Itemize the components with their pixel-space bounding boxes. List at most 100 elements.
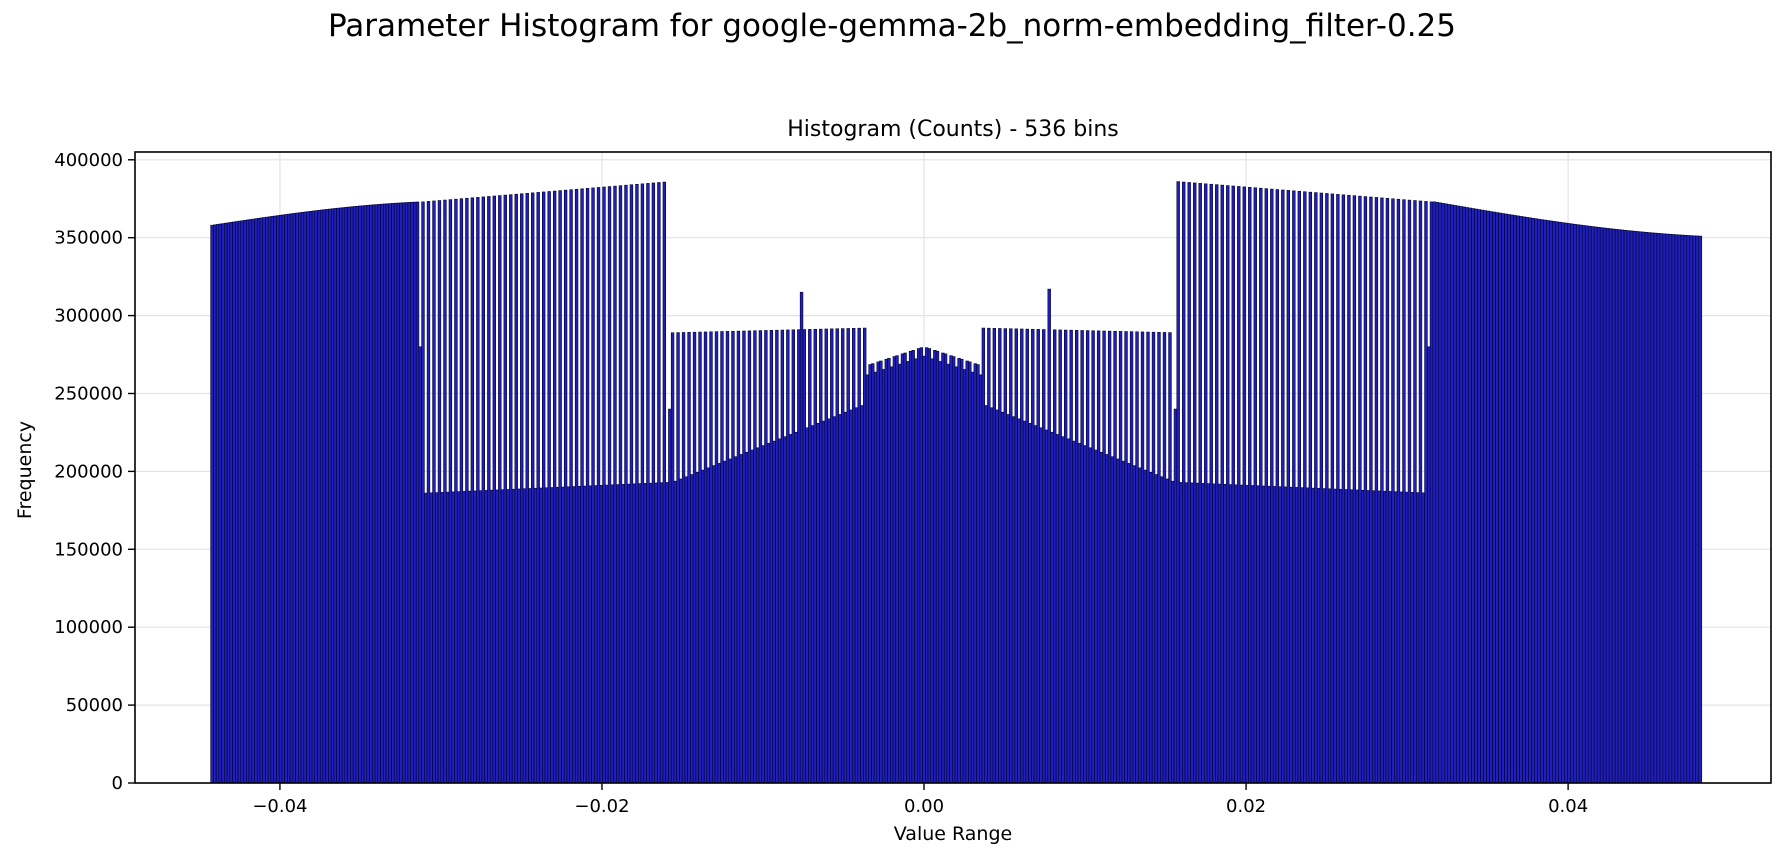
histogram-bar (561, 486, 565, 784)
histogram-bar (758, 330, 763, 784)
histogram-bar (563, 189, 568, 784)
histogram-bar (1259, 187, 1263, 784)
histogram-bar (898, 363, 902, 784)
histogram-bar (995, 409, 999, 784)
histogram-bar (572, 486, 576, 784)
histogram-bar (987, 327, 991, 784)
histogram-bar (402, 202, 406, 784)
histogram-bar (399, 202, 403, 784)
histogram-bar (676, 332, 680, 784)
histogram-bar (325, 209, 329, 784)
y-tick-label: 0 (112, 773, 123, 794)
histogram-bar (1602, 227, 1607, 784)
histogram-bar (1360, 489, 1365, 784)
histogram-bar (938, 361, 942, 784)
histogram-bar (1272, 486, 1277, 784)
x-tick-label: 0.00 (904, 796, 944, 817)
histogram-bar (509, 194, 513, 784)
histogram-bar (322, 209, 327, 784)
histogram-bar (1319, 192, 1324, 784)
histogram-bar (426, 201, 431, 784)
x-tick-label: −0.04 (252, 796, 307, 817)
histogram-bar (665, 482, 669, 784)
histogram-bar (989, 407, 994, 784)
histogram-bar (1416, 492, 1420, 784)
histogram-bar (377, 204, 381, 784)
histogram-bar (358, 205, 362, 784)
histogram-bar (314, 210, 318, 784)
histogram-bar (742, 330, 746, 784)
histogram-bar (1662, 233, 1667, 784)
histogram-bar (881, 369, 886, 784)
histogram-bar (1671, 234, 1676, 784)
histogram-bar (648, 482, 653, 784)
histogram-bar (454, 198, 458, 784)
histogram-bar (1689, 235, 1694, 784)
histogram-bar (309, 211, 313, 784)
histogram-bar (1250, 485, 1255, 784)
histogram-bar (1154, 474, 1158, 784)
histogram-bar (1614, 229, 1619, 784)
histogram-bar (908, 350, 913, 784)
histogram-bar (992, 328, 997, 784)
histogram-bar (1405, 491, 1409, 784)
histogram-bar (429, 492, 433, 784)
histogram-bar (1644, 232, 1649, 784)
histogram-bar (750, 449, 754, 784)
histogram-bar (385, 203, 390, 784)
histogram-bar (610, 484, 614, 784)
histogram-bar (739, 454, 743, 784)
histogram-bar (1435, 202, 1440, 784)
histogram-bar (298, 212, 302, 784)
histogram-bar (1028, 423, 1032, 784)
histogram-bar (361, 205, 365, 784)
histogram-bar (1429, 201, 1434, 784)
histogram-bar (1374, 197, 1379, 784)
histogram-bar (1596, 227, 1601, 784)
histogram-bar (659, 482, 664, 784)
histogram-bar (1653, 232, 1658, 784)
histogram-bar (613, 185, 617, 784)
histogram-bar (520, 193, 524, 784)
histogram-bar (1394, 491, 1398, 784)
histogram-bar (916, 348, 921, 784)
histogram-bar (1226, 185, 1230, 784)
histogram-bar (1033, 425, 1038, 784)
histogram-bar (1402, 199, 1406, 784)
histogram-bar (1157, 332, 1161, 784)
histogram-bar (522, 488, 527, 784)
histogram-bar (278, 214, 283, 784)
histogram-bar (1066, 438, 1071, 784)
histogram-bar (1011, 416, 1016, 784)
histogram-bar (668, 408, 672, 784)
histogram-bar (1593, 226, 1598, 784)
histogram-bar (1668, 233, 1673, 784)
histogram-bar (1680, 234, 1685, 784)
histogram-bar (681, 332, 686, 784)
histogram-bar (1036, 329, 1040, 784)
histogram-bar (1474, 208, 1478, 784)
histogram-bar (712, 465, 716, 784)
histogram-bar (542, 191, 546, 784)
histogram-bar (232, 221, 236, 784)
y-tick-label: 150000 (54, 539, 123, 560)
histogram-bar (810, 425, 815, 784)
histogram-bar (772, 440, 776, 784)
histogram-bar (791, 329, 795, 784)
histogram-bar (281, 214, 285, 784)
histogram-bar (1118, 331, 1123, 784)
histogram-bar (456, 491, 461, 784)
histogram-bar (481, 196, 486, 784)
histogram-bar (1025, 328, 1029, 784)
histogram-bar (695, 471, 699, 784)
histogram-bar (1267, 485, 1271, 784)
histogram-bar (949, 355, 953, 784)
histogram-bar (1305, 487, 1310, 784)
histogram-bar (1080, 330, 1084, 784)
histogram-bar (1549, 220, 1553, 784)
x-axis-ticks: −0.04 −0.02 0.00 0.02 0.04 (252, 783, 1588, 817)
histogram-bar (640, 183, 645, 784)
histogram-bar (1022, 420, 1027, 784)
histogram-bar (517, 488, 521, 784)
histogram-bar (919, 347, 923, 784)
